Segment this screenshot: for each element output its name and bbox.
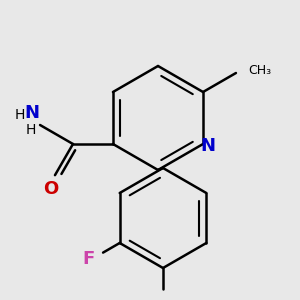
Text: F: F <box>83 250 95 268</box>
Text: N: N <box>200 137 215 155</box>
Text: N: N <box>25 104 40 122</box>
Text: O: O <box>43 180 58 198</box>
Text: H: H <box>26 123 36 137</box>
Text: CH₃: CH₃ <box>248 64 271 77</box>
Text: H: H <box>15 108 25 122</box>
